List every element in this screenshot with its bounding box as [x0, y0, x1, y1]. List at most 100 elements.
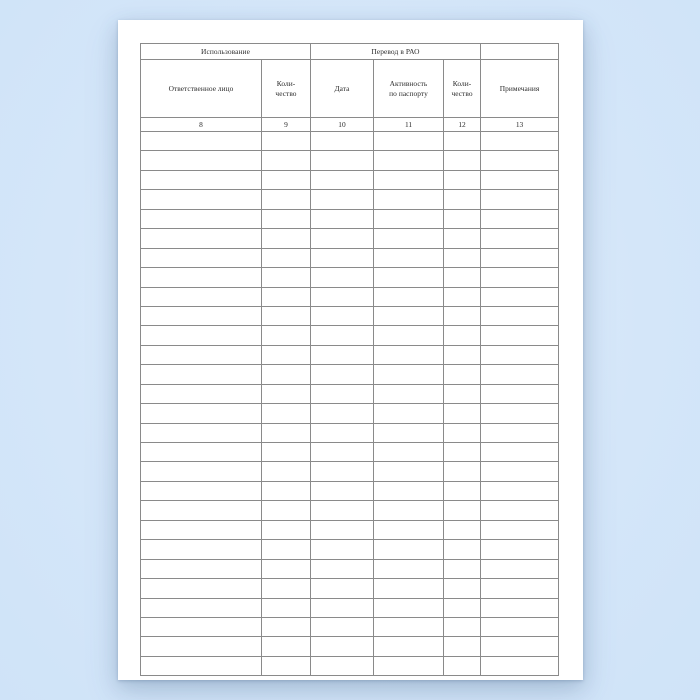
table-cell[interactable]	[442, 558, 482, 580]
table-cell[interactable]	[310, 325, 374, 346]
table-cell[interactable]	[310, 616, 374, 638]
table-cell[interactable]	[442, 519, 482, 541]
table-cell[interactable]	[480, 441, 560, 463]
table-cell[interactable]	[310, 247, 374, 269]
table-row[interactable]	[140, 208, 560, 230]
table-cell[interactable]	[310, 636, 374, 657]
table-cell[interactable]	[310, 305, 374, 327]
table-cell[interactable]	[373, 189, 444, 210]
table-cell[interactable]	[442, 228, 482, 249]
table-row[interactable]	[140, 519, 560, 541]
table-row[interactable]	[140, 578, 560, 599]
table-cell[interactable]	[261, 150, 311, 171]
table-cell[interactable]	[480, 500, 560, 521]
table-row[interactable]	[140, 189, 560, 210]
table-row[interactable]	[140, 539, 560, 560]
table-cell[interactable]	[140, 189, 262, 210]
table-cell[interactable]	[373, 539, 444, 560]
table-cell[interactable]	[480, 461, 560, 482]
table-cell[interactable]	[373, 597, 444, 618]
table-cell[interactable]	[140, 305, 262, 327]
table-cell[interactable]	[480, 325, 560, 346]
table-row[interactable]	[140, 169, 560, 191]
table-row[interactable]	[140, 461, 560, 482]
table-cell[interactable]	[373, 150, 444, 171]
table-cell[interactable]	[442, 305, 482, 327]
table-cell[interactable]	[261, 130, 311, 152]
table-row[interactable]	[140, 558, 560, 580]
table-cell[interactable]	[261, 403, 311, 424]
table-cell[interactable]	[310, 150, 374, 171]
table-cell[interactable]	[373, 130, 444, 152]
table-cell[interactable]	[442, 364, 482, 385]
table-cell[interactable]	[261, 500, 311, 521]
table-cell[interactable]	[480, 130, 560, 152]
table-cell[interactable]	[261, 441, 311, 463]
table-cell[interactable]	[261, 597, 311, 618]
table-cell[interactable]	[261, 519, 311, 541]
table-cell[interactable]	[373, 344, 444, 366]
table-cell[interactable]	[310, 578, 374, 599]
table-row[interactable]	[140, 422, 560, 444]
table-row[interactable]	[140, 383, 560, 405]
table-cell[interactable]	[480, 150, 560, 171]
table-cell[interactable]	[442, 189, 482, 210]
table-cell[interactable]	[480, 383, 560, 405]
table-cell[interactable]	[442, 655, 482, 677]
table-cell[interactable]	[261, 286, 311, 307]
table-cell[interactable]	[480, 286, 560, 307]
table-cell[interactable]	[373, 655, 444, 677]
table-cell[interactable]	[442, 383, 482, 405]
table-row[interactable]	[140, 344, 560, 366]
table-cell[interactable]	[373, 383, 444, 405]
table-cell[interactable]	[442, 267, 482, 288]
table-cell[interactable]	[480, 305, 560, 327]
table-row[interactable]	[140, 325, 560, 346]
table-cell[interactable]	[310, 267, 374, 288]
table-cell[interactable]	[480, 597, 560, 618]
table-cell[interactable]	[442, 500, 482, 521]
table-cell[interactable]	[310, 403, 374, 424]
table-cell[interactable]	[261, 364, 311, 385]
table-cell[interactable]	[310, 208, 374, 230]
table-cell[interactable]	[442, 286, 482, 307]
table-cell[interactable]	[373, 286, 444, 307]
table-cell[interactable]	[140, 169, 262, 191]
table-cell[interactable]	[373, 325, 444, 346]
table-cell[interactable]	[310, 597, 374, 618]
table-cell[interactable]	[373, 247, 444, 269]
table-cell[interactable]	[480, 616, 560, 638]
table-cell[interactable]	[310, 480, 374, 502]
table-cell[interactable]	[310, 655, 374, 677]
table-cell[interactable]	[442, 208, 482, 230]
table-cell[interactable]	[373, 578, 444, 599]
table-cell[interactable]	[140, 500, 262, 521]
table-cell[interactable]	[480, 539, 560, 560]
table-cell[interactable]	[140, 208, 262, 230]
table-cell[interactable]	[310, 539, 374, 560]
table-cell[interactable]	[261, 325, 311, 346]
table-cell[interactable]	[140, 130, 262, 152]
table-cell[interactable]	[261, 480, 311, 502]
table-cell[interactable]	[442, 422, 482, 444]
table-cell[interactable]	[373, 169, 444, 191]
table-row[interactable]	[140, 500, 560, 521]
table-cell[interactable]	[310, 286, 374, 307]
table-row[interactable]	[140, 267, 560, 288]
table-cell[interactable]	[373, 305, 444, 327]
table-cell[interactable]	[480, 189, 560, 210]
table-cell[interactable]	[480, 636, 560, 657]
table-cell[interactable]	[140, 578, 262, 599]
table-cell[interactable]	[442, 461, 482, 482]
table-cell[interactable]	[140, 616, 262, 638]
table-row[interactable]	[140, 441, 560, 463]
table-cell[interactable]	[442, 247, 482, 269]
table-cell[interactable]	[310, 130, 374, 152]
table-cell[interactable]	[480, 558, 560, 580]
table-row[interactable]	[140, 480, 560, 502]
table-cell[interactable]	[261, 208, 311, 230]
table-cell[interactable]	[310, 500, 374, 521]
table-cell[interactable]	[373, 228, 444, 249]
table-cell[interactable]	[140, 247, 262, 269]
table-cell[interactable]	[261, 655, 311, 677]
